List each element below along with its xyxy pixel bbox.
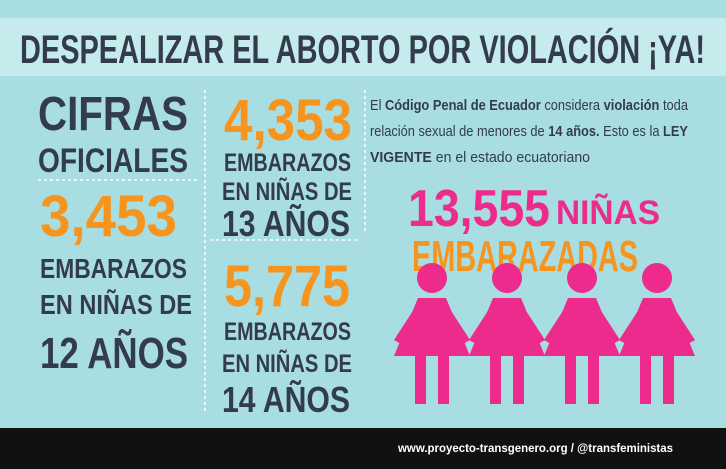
stat-text: 14 AÑOS [222,378,350,420]
footer-band [0,428,726,469]
note-text: toda [659,97,688,114]
stat-number: 4,353 [224,88,352,153]
stat-number: 5,775 [224,254,350,319]
stat-text: EN NIÑAS DE [222,348,352,378]
total-label: EMBARAZADAS [412,232,638,281]
note-line: VIGENTE en el estado ecuatoriano [370,149,590,166]
note-text: considera [541,97,604,114]
title-band [0,18,726,76]
footer-text: www.proyecto-transgenero.org / @transfem… [397,441,673,455]
heading: CIFRAS [38,88,188,141]
note-text: Esto es la [600,123,663,140]
note-text: Código Penal de Ecuador [385,97,541,114]
title: DESPEALIZAR EL ABORTO POR VIOLACIÓN ¡YA! [20,26,705,72]
stat-text: 12 AÑOS [40,328,188,378]
stat-text: EMBARAZOS [224,149,351,177]
note-text: en el estado ecuatoriano [432,149,590,166]
note-text: 14 años. [548,123,599,140]
note-line: El Código Penal de Ecuador considera vio… [370,97,689,114]
note-text: relación sexual de menores de [370,123,548,140]
total-number: 13,555 [408,180,550,238]
note-text: El [370,97,385,114]
stat-text: EN NIÑAS DE [222,176,352,206]
note-text: VIGENTE [370,149,432,166]
stat-text: EMBARAZOS [40,253,187,284]
stat-number: 3,453 [40,184,177,249]
note-text: violación [604,97,660,114]
note-text: LEY [663,123,688,140]
total-unit: NIÑAS [556,194,660,232]
note-line: relación sexual de menores de 14 años. E… [370,123,688,140]
stat-text: EN NIÑAS DE [40,289,192,320]
stat-text: EMBARAZOS [224,318,351,346]
stat-text: 13 AÑOS [222,202,350,244]
heading: OFICIALES [38,142,188,180]
